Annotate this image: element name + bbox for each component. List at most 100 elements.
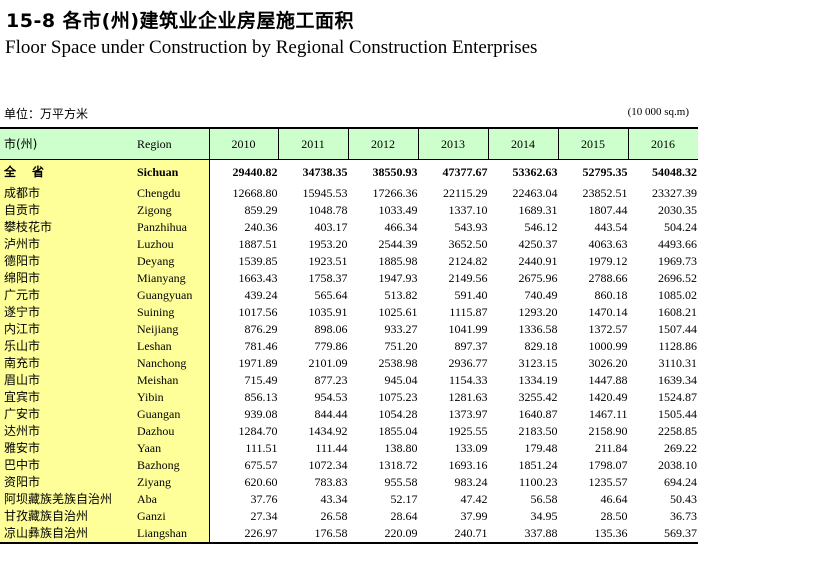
value-cell: 1054.28 [378, 407, 418, 421]
unit-label-chinese: 单位：万平方米 [4, 107, 89, 121]
value-cell: 1923.51 [308, 254, 348, 268]
value-cell: 1887.51 [238, 237, 278, 251]
value-cell: 135.36 [558, 525, 629, 544]
value-cell: 1953.20 [308, 237, 348, 251]
table-row: 资阳市 Ziyang 620.60 783.83 955.58 983.24 1100.23… [0, 474, 698, 491]
value-cell: 1154.33 [448, 373, 488, 387]
value-cell: 897.37 [454, 339, 488, 353]
value-cell: 15945.53 [302, 186, 348, 200]
value-cell: 439.24 [244, 288, 278, 302]
value-cell: 1969.73 [658, 254, 697, 268]
region-name-cn: 全 省 [0, 159, 137, 185]
value-cell: 466.34 [384, 220, 418, 234]
value-cell: 1235.57 [588, 475, 628, 489]
region-name-cn: 成都市 [0, 185, 137, 202]
value-cell: 1033.49 [378, 203, 418, 217]
value-cell: 983.24 [454, 475, 488, 489]
value-cell: 1539.85 [238, 254, 278, 268]
value-cell: 569.37 [628, 525, 698, 544]
value-cell: 50.43 [670, 492, 697, 506]
value-cell: 1085.02 [658, 288, 697, 302]
value-cell: 56.58 [530, 492, 558, 506]
value-cell: 4250.37 [518, 237, 558, 251]
region-name-en: Guangyuan [137, 287, 210, 304]
table-row: 眉山市 Meishan 715.49 877.23 945.04 1154.33 1334.… [0, 372, 698, 389]
value-cell: 27.34 [250, 509, 278, 523]
region-name-en: Zigong [137, 202, 210, 219]
value-cell: 1000.99 [588, 339, 628, 353]
header-region-cn: 市(州) [0, 127, 137, 160]
value-cell: 52.17 [390, 492, 418, 506]
table-row: 绵阳市 Mianyang 1663.43 1758.37 1947.93 2149.56 2… [0, 270, 698, 287]
value-cell: 1072.34 [308, 458, 348, 472]
value-cell: 2675.96 [518, 271, 558, 285]
value-cell: 3652.50 [448, 237, 488, 251]
value-cell: 2936.77 [448, 356, 488, 370]
value-cell: 2038.10 [658, 458, 697, 472]
table-row: 攀枝花市 Panzhihua 240.36 403.17 466.34 543.93 546… [0, 219, 698, 236]
value-cell: 2538.98 [378, 356, 418, 370]
value-cell: 565.64 [314, 288, 348, 302]
page-title-chinese: 15-8 各市(州)建筑业企业房屋施工面积 [6, 10, 355, 32]
value-cell: 1128.86 [658, 339, 697, 353]
value-cell: 176.58 [278, 525, 349, 544]
value-cell: 2149.56 [448, 271, 488, 285]
value-cell: 36.73 [670, 509, 697, 523]
region-name-cn: 资阳市 [0, 474, 137, 491]
region-name-en: Suining [137, 304, 210, 321]
value-cell: 23327.39 [652, 186, 697, 200]
header-year: 2012 [348, 127, 419, 160]
table-row-total: 全 省 Sichuan 29440.82 34738.35 38550.93 4… [0, 159, 698, 185]
region-name-cn: 泸州市 [0, 236, 137, 253]
value-cell: 1608.21 [658, 305, 697, 319]
table-row: 达州市 Dazhou 1284.70 1434.92 1855.04 1925.55 218… [0, 423, 698, 440]
value-cell: 2158.90 [588, 424, 628, 438]
value-cell: 2544.39 [378, 237, 418, 251]
region-name-en: Yibin [137, 389, 210, 406]
value-cell: 1100.23 [518, 475, 558, 489]
value-cell: 2696.52 [658, 271, 697, 285]
value-cell: 269.22 [664, 441, 697, 455]
value-cell: 1075.23 [378, 390, 418, 404]
value-cell: 1337.10 [448, 203, 488, 217]
region-name-en: Ganzi [137, 508, 210, 525]
value-cell: 1689.31 [518, 203, 558, 217]
header-year: 2015 [558, 127, 629, 160]
value-cell: 1798.07 [588, 458, 628, 472]
value-cell: 240.36 [244, 220, 278, 234]
value-cell: 1470.14 [588, 305, 628, 319]
table-row: 凉山彝族自治州 Liangshan 226.97 176.58 220.09 240.71… [0, 525, 698, 544]
region-name-cn: 内江市 [0, 321, 137, 338]
region-name-en: Guangan [137, 406, 210, 423]
value-cell: 3123.15 [518, 356, 558, 370]
value-cell: 52795.35 [582, 165, 628, 179]
value-cell: 337.88 [488, 525, 559, 544]
value-cell: 3110.31 [658, 356, 697, 370]
value-cell: 1851.24 [518, 458, 558, 472]
header-year: 2016 [628, 127, 698, 160]
value-cell: 1115.87 [449, 305, 488, 319]
unit-label-english: (10 000 sq.m) [627, 106, 689, 118]
value-cell: 240.71 [418, 525, 489, 544]
value-cell: 1467.11 [588, 407, 628, 421]
value-cell: 1035.91 [308, 305, 348, 319]
region-name-cn: 南充市 [0, 355, 137, 372]
value-cell: 694.24 [664, 475, 697, 489]
region-name-en: Yaan [137, 440, 210, 457]
region-name-cn: 乐山市 [0, 338, 137, 355]
region-name-en: Bazhong [137, 457, 210, 474]
value-cell: 740.49 [524, 288, 558, 302]
value-cell: 28.50 [600, 509, 628, 523]
table-row: 广元市 Guangyuan 439.24 565.64 513.82 591.40 740.… [0, 287, 698, 304]
value-cell: 1807.44 [588, 203, 628, 217]
region-name-cn: 宜宾市 [0, 389, 137, 406]
value-cell: 3026.20 [588, 356, 628, 370]
value-cell: 898.06 [314, 322, 348, 336]
region-name-en: Liangshan [137, 525, 210, 544]
value-cell: 1334.19 [518, 373, 558, 387]
region-name-en: Panzhihua [137, 219, 210, 236]
value-cell: 1925.55 [448, 424, 488, 438]
value-cell: 22115.29 [442, 186, 488, 200]
value-cell: 403.17 [314, 220, 348, 234]
region-name-en: Luzhou [137, 236, 210, 253]
